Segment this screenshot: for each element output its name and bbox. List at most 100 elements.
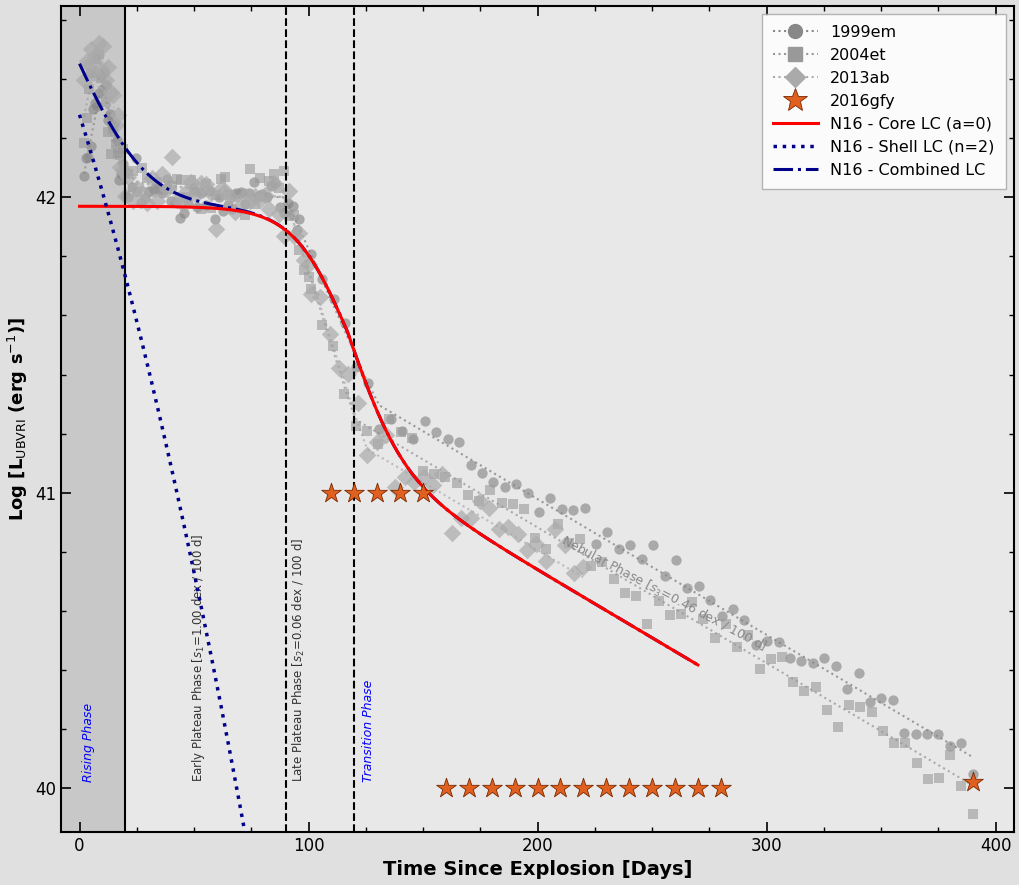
Point bbox=[219, 198, 235, 212]
Point bbox=[818, 704, 835, 718]
Point bbox=[95, 39, 111, 53]
Point bbox=[506, 781, 523, 795]
Point bbox=[782, 651, 798, 666]
Point bbox=[695, 612, 711, 626]
Point bbox=[100, 125, 116, 139]
Point bbox=[84, 65, 100, 80]
X-axis label: Time Since Explosion [Days]: Time Since Explosion [Days] bbox=[382, 860, 692, 880]
Point bbox=[194, 186, 210, 200]
Point bbox=[285, 229, 302, 243]
Point bbox=[551, 781, 568, 795]
Point bbox=[182, 173, 199, 187]
Point bbox=[462, 511, 478, 525]
Point bbox=[565, 503, 581, 517]
Point bbox=[112, 160, 128, 174]
Point bbox=[633, 552, 649, 566]
Point bbox=[519, 543, 535, 558]
Point bbox=[747, 637, 763, 651]
Point bbox=[883, 693, 900, 707]
Point bbox=[496, 480, 513, 494]
Point bbox=[113, 167, 129, 181]
Point bbox=[897, 735, 913, 750]
Point bbox=[296, 263, 312, 277]
Point bbox=[89, 98, 105, 112]
Point bbox=[941, 738, 957, 752]
Point bbox=[690, 580, 706, 594]
Point bbox=[415, 486, 431, 500]
Point bbox=[952, 736, 968, 750]
Point bbox=[85, 102, 101, 116]
Point bbox=[576, 501, 592, 515]
Point bbox=[815, 650, 832, 665]
Point bbox=[861, 695, 877, 709]
Point bbox=[263, 180, 279, 194]
Point bbox=[240, 186, 257, 200]
Point bbox=[490, 522, 506, 536]
Point bbox=[247, 189, 263, 204]
Point bbox=[75, 73, 92, 88]
Point bbox=[471, 495, 487, 509]
Point bbox=[340, 367, 357, 381]
Point bbox=[231, 199, 248, 213]
Point bbox=[417, 414, 433, 428]
Point bbox=[729, 640, 745, 654]
Point bbox=[643, 781, 659, 795]
Point bbox=[81, 58, 97, 72]
Point bbox=[701, 593, 717, 607]
Point bbox=[98, 79, 114, 93]
Point bbox=[193, 202, 209, 216]
Point bbox=[622, 537, 638, 551]
Point bbox=[290, 226, 307, 240]
Point bbox=[406, 475, 422, 489]
Point bbox=[173, 173, 190, 187]
Point bbox=[103, 148, 119, 162]
Point bbox=[483, 781, 499, 795]
Point bbox=[391, 486, 408, 500]
Point bbox=[110, 108, 126, 122]
Point bbox=[168, 194, 184, 208]
Point bbox=[507, 477, 524, 491]
Point bbox=[91, 47, 107, 61]
Point bbox=[202, 184, 218, 198]
Point bbox=[284, 198, 301, 212]
Point bbox=[942, 748, 958, 762]
Point bbox=[796, 684, 812, 698]
Point bbox=[549, 517, 566, 531]
Point bbox=[785, 675, 801, 689]
Point bbox=[368, 435, 384, 449]
Point bbox=[347, 419, 364, 434]
Point bbox=[246, 175, 262, 189]
Point bbox=[168, 172, 184, 186]
Point bbox=[516, 502, 532, 516]
Point bbox=[104, 119, 120, 133]
Point bbox=[424, 478, 440, 492]
Point bbox=[137, 191, 153, 205]
Point bbox=[132, 196, 149, 210]
Point bbox=[105, 122, 121, 136]
Point bbox=[139, 171, 155, 185]
Point bbox=[841, 697, 857, 712]
Point bbox=[112, 148, 128, 162]
Point bbox=[236, 189, 253, 204]
Point bbox=[597, 781, 613, 795]
Point bbox=[405, 432, 421, 446]
Point bbox=[712, 609, 729, 623]
Point bbox=[171, 211, 187, 225]
Point bbox=[129, 185, 146, 199]
Point bbox=[129, 181, 146, 195]
Point bbox=[303, 288, 319, 302]
Point bbox=[95, 84, 111, 98]
Point bbox=[141, 184, 157, 198]
Point bbox=[223, 202, 239, 216]
Point bbox=[114, 163, 130, 177]
Point bbox=[280, 184, 297, 198]
Point bbox=[773, 650, 790, 665]
Point bbox=[530, 504, 546, 519]
Point bbox=[256, 188, 272, 202]
Point bbox=[110, 173, 126, 188]
Point bbox=[158, 181, 174, 196]
Point bbox=[953, 779, 969, 793]
Point bbox=[482, 482, 498, 496]
Point bbox=[75, 169, 92, 183]
Point bbox=[124, 165, 141, 179]
